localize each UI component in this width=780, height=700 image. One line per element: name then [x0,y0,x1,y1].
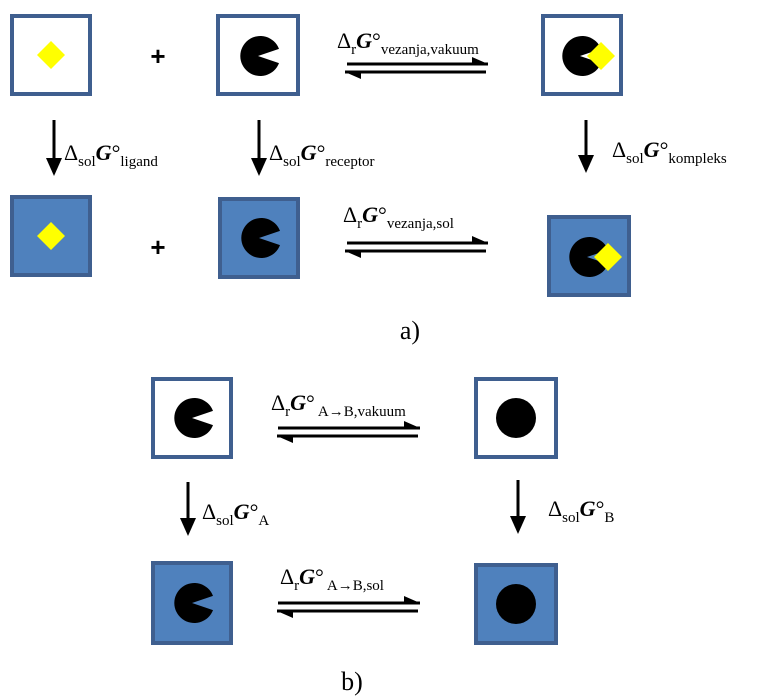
solvation-arrow-state-b [510,480,526,534]
receptor-solvent-box [218,197,300,279]
binding-free-energy-vacuum-label: ΔrG°vezanja,vakuum [337,28,479,58]
vacuum-box [216,14,300,96]
solvation-free-energy-complex-label: ΔsolG°kompleks [612,137,727,167]
solvation-free-energy-ligand-label: ΔsolG°ligand [64,140,158,170]
complex-solvent-box [547,215,631,297]
panel-b: ΔrG° A→B,vakuum ΔsolG°A ΔsolG°B [151,377,614,696]
ligand-vacuum-box [10,14,92,96]
equilibrium-arrows-vacuum-binding [345,57,488,79]
closed-circle-shape [496,398,536,438]
state-a-solvent-box [151,561,233,645]
receptor-pacman [241,217,280,258]
closed-circle-shape [496,584,536,624]
receptor-pacman [174,583,213,623]
state-a-vacuum-box [151,377,233,459]
binding-free-energy-solvent-label: ΔrG°vezanja,sol [343,202,454,232]
ligand-diamond [594,243,622,271]
equilibrium-arrows-solvent-transition [277,596,420,618]
solvation-free-energy-receptor-label: ΔsolG°receptor [269,140,375,170]
receptor-pacman [569,236,608,277]
equilibrium-arrows-vacuum-transition [277,421,420,443]
plus-sign-vacuum: + [150,41,165,71]
solvation-arrow-receptor [251,120,267,176]
receptor-vacuum-box [216,14,300,96]
ligand-diamond [587,42,615,70]
ligand-solvent-box [10,195,92,277]
panel-a: + ΔrG°vezanja,vakuum ΔsolG°ligand [10,14,727,345]
plus-sign-solvent: + [150,232,165,262]
receptor-pacman [174,398,213,439]
state-b-solvent-box [474,563,558,645]
ligand-diamond [37,41,65,69]
panel-a-caption: a) [400,316,420,345]
state-b-vacuum-box [474,377,558,459]
solvation-arrow-state-a [180,482,196,536]
complex-vacuum-box [541,14,623,96]
ligand-diamond [37,222,65,250]
vacuum-box [10,14,92,96]
solvation-free-energy-state-b-label: ΔsolG°B [548,496,614,526]
solvation-arrow-complex [578,120,594,173]
transition-free-energy-solvent-label: ΔrG° A→B,sol [280,564,384,594]
panel-b-caption: b) [341,667,363,696]
receptor-pacman [240,36,279,76]
receptor-pacman [562,36,601,76]
equilibrium-arrows-solvent-binding [345,236,488,258]
solvation-arrow-ligand [46,120,62,176]
solvation-free-energy-state-a-label: ΔsolG°A [202,499,269,529]
transition-free-energy-vacuum-label: ΔrG° A→B,vakuum [271,390,406,420]
